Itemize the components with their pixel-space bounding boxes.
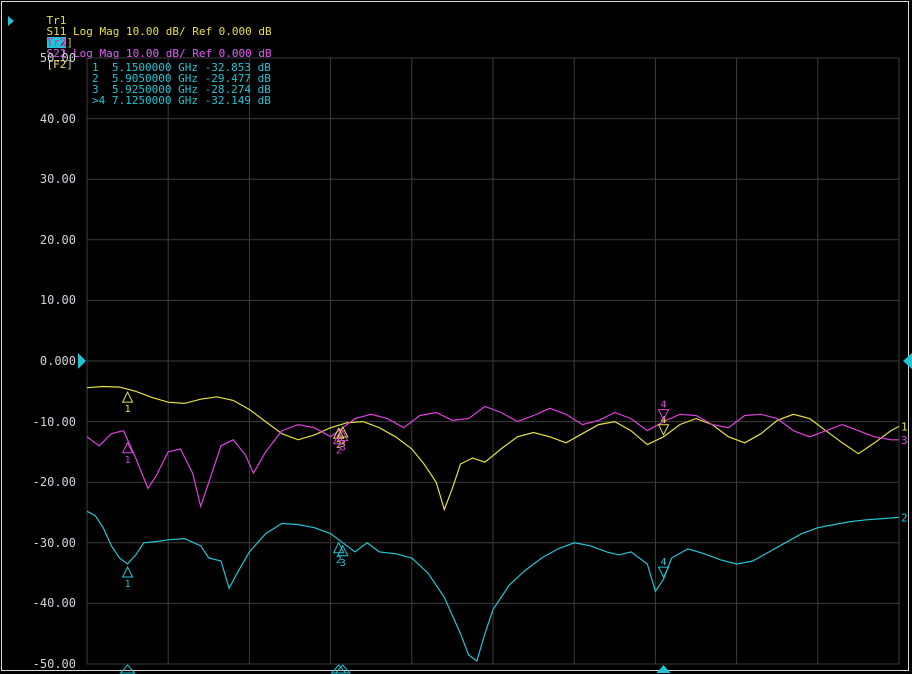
marker-3-s21	[336, 544, 349, 557]
marker-4-s22	[657, 409, 670, 421]
marker-row[interactable]: >4 7.1250000 GHz -32.149 dB	[92, 95, 271, 106]
marker-label-1: 1	[125, 404, 131, 415]
y-tick-label: 40.00	[39, 111, 76, 126]
y-tick-label: -10.00	[32, 414, 76, 429]
ref-level-left-icon	[78, 353, 86, 369]
marker-1-s22	[121, 441, 134, 454]
trace-window: [F2]	[46, 58, 74, 71]
marker-4-s21	[657, 566, 670, 579]
trace-end-label-s21: 2	[901, 511, 908, 524]
marker-value: -28.274 dB	[204, 83, 271, 96]
trace-tag[interactable]: Tr2	[46, 36, 67, 49]
trace-tag[interactable]: Tr1	[46, 14, 67, 27]
stimulus-marker-4-icon	[656, 665, 671, 673]
marker-id: 1	[92, 61, 99, 74]
chart-grid	[86, 57, 900, 665]
marker-freq: 5.9050000 GHz	[111, 72, 198, 85]
ref-level-right-icon	[903, 353, 912, 369]
marker-id: 2	[92, 72, 99, 85]
trace-window: [F2]	[46, 58, 74, 71]
marker-label-4: 4	[661, 400, 667, 411]
marker-label-2: 2	[336, 440, 342, 451]
marker-freq: 7.1250000 GHz	[111, 94, 198, 107]
y-tick-label: 20.00	[39, 232, 76, 247]
marker-value: -32.149 dB	[204, 94, 271, 107]
marker-value: -32.853 dB	[204, 61, 271, 74]
stimulus-marker-3-icon	[334, 664, 351, 674]
marker-label-2: 2	[336, 446, 342, 457]
trace-label: S22 Log Mag 10.00 dB/ Ref 0.000 dB	[46, 47, 272, 60]
marker-freq: 5.9250000 GHz	[111, 83, 198, 96]
trace-headers: Tr1 S11 Log Mag 10.00 dB/ Ref 0.000 dB […	[6, 4, 272, 70]
marker-id: >4	[92, 94, 106, 107]
trace-lines: 123	[86, 385, 908, 662]
stimulus-marker-1-icon	[119, 664, 136, 674]
marker-2-s22	[332, 432, 345, 445]
y-tick-label: 30.00	[39, 172, 76, 187]
active-trace-arrow-icon	[8, 16, 14, 26]
marker-value: -29.477 dB	[204, 72, 271, 85]
y-tick-label: 10.00	[39, 293, 76, 308]
marker-2-s21	[332, 541, 345, 554]
trace-label: S21 Log Mag 10.00 dB/ Ref 0.000 dB	[46, 47, 272, 60]
marker-3-s11	[336, 425, 349, 438]
y-tick-label: 50.00	[39, 51, 76, 65]
trace-label: S11 Log Mag 10.00 dB/ Ref 0.000 dB	[46, 25, 272, 38]
trace-tag[interactable]: Tr3	[46, 36, 67, 49]
trace-line-s21	[86, 510, 900, 662]
marker-label-3: 3	[340, 558, 346, 569]
marker-row[interactable]: 2 5.9050000 GHz -29.477 dB	[92, 73, 271, 84]
marker-label-1: 1	[125, 455, 131, 466]
marker-1-s21	[121, 565, 134, 578]
axis-decorations	[78, 353, 912, 674]
marker-label-1: 1	[125, 579, 131, 590]
y-tick-label: 0.000	[39, 354, 76, 368]
y-tick-label: -50.00	[32, 657, 76, 671]
trace-header-tr2[interactable]: Tr2 S21 Log Mag 10.00 dB/ Ref 0.000 dB […	[6, 15, 272, 70]
marker-3-s22	[336, 429, 349, 442]
trace-header-tr3[interactable]: Tr3 S22 Log Mag 10.00 dB/ Ref 0.000 dB […	[6, 26, 272, 70]
marker-freq: 5.1500000 GHz	[111, 61, 198, 74]
marker-label-4: 4	[661, 557, 667, 568]
marker-label-3: 3	[340, 443, 346, 454]
marker-4-s11	[657, 424, 670, 436]
trace-line-s22	[86, 405, 899, 509]
y-tick-label: -20.00	[32, 475, 76, 490]
trace-end-label-s11: 1	[901, 420, 908, 433]
marker-label-2: 2	[336, 555, 342, 566]
marker-readout-table: 1 5.1500000 GHz -32.853 dB 2 5.9050000 G…	[92, 62, 271, 106]
y-tick-label: -30.00	[32, 535, 76, 550]
marker-1-s11	[121, 391, 134, 403]
marker-id: 3	[92, 83, 99, 96]
marker-row[interactable]: 3 5.9250000 GHz -28.274 dB	[92, 84, 271, 95]
marker-label-3: 3	[340, 439, 346, 450]
y-tick-label: -40.00	[32, 596, 76, 611]
trace-end-label-s22: 3	[901, 434, 908, 447]
marker-row[interactable]: 1 5.1500000 GHz -32.853 dB	[92, 62, 271, 73]
trace-line-s11	[86, 385, 900, 512]
